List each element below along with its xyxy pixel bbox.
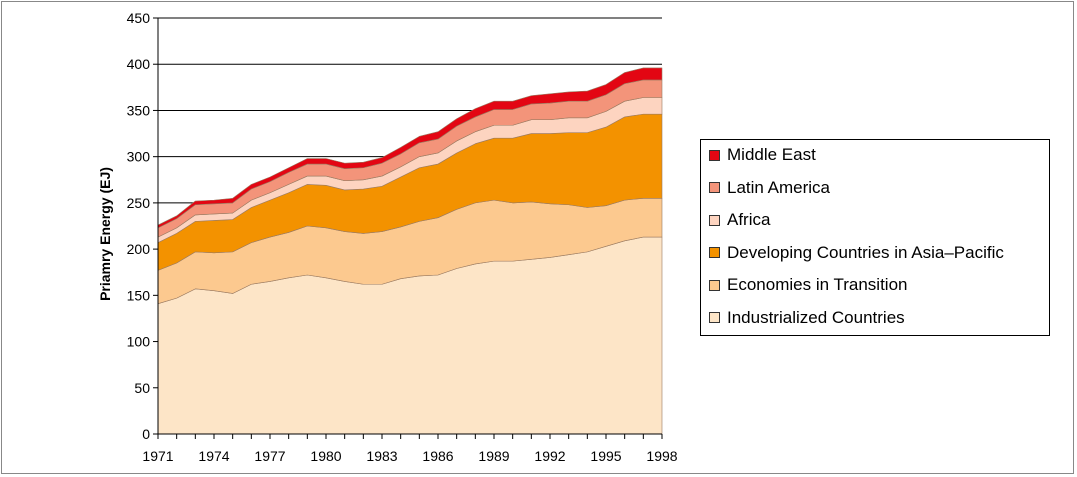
area-series-group xyxy=(157,67,663,435)
y-tick-labels: 0 50 100 150 200 250 300 350 400 450 xyxy=(127,10,151,442)
area-middle-east xyxy=(157,67,663,229)
x-tick-label: 1992 xyxy=(534,448,565,464)
legend-swatch xyxy=(709,182,720,193)
legend-swatch xyxy=(709,214,720,226)
y-tick-label: 150 xyxy=(127,287,151,303)
x-tick-label: 1983 xyxy=(366,448,397,464)
legend-swatch xyxy=(709,247,720,258)
x-tick-label: 1977 xyxy=(254,448,285,464)
x-tick-label: 1986 xyxy=(422,448,453,464)
legend-swatch xyxy=(709,312,720,323)
legend-item: Industrialized Countries xyxy=(709,307,905,329)
legend-label: Developing Countries in Asia–Pacific xyxy=(727,242,1004,262)
x-tick-label: 1974 xyxy=(198,448,229,464)
x-tick-label: 1989 xyxy=(478,448,509,464)
y-axis-title: Priamry Energy (EJ) xyxy=(97,167,113,301)
y-tick-label: 350 xyxy=(127,102,151,118)
y-tick-label: 100 xyxy=(127,334,151,350)
legend-swatch xyxy=(709,279,720,291)
legend-item: Middle East xyxy=(709,144,816,166)
legend-item: Economies in Transition xyxy=(709,274,907,296)
y-tick-label: 400 xyxy=(127,56,151,72)
legend-swatch xyxy=(709,149,720,161)
legend-item: Africa xyxy=(709,209,770,231)
y-tick-label: 300 xyxy=(127,149,151,165)
axes xyxy=(153,17,663,439)
legend-label: Africa xyxy=(727,210,771,229)
x-tick-labels: 1971 1974 1977 1980 1983 1986 1989 1992 1995 1998 xyxy=(142,448,677,464)
x-tick-label: 1998 xyxy=(646,448,677,464)
x-tick-label: 1995 xyxy=(590,448,621,464)
y-tick-label: 0 xyxy=(142,426,150,442)
legend-item: Latin America xyxy=(709,177,830,199)
y-tick-label: 250 xyxy=(127,195,151,211)
legend-label: Economies in Transition xyxy=(727,275,908,294)
legend-label: Industrialized Countries xyxy=(727,307,905,327)
legend-item: Developing Countries in Asia–Pacific xyxy=(709,242,1004,264)
y-tick-label: 200 xyxy=(127,241,151,257)
y-tick-label: 450 xyxy=(127,10,151,26)
legend: Middle East Latin America Africa Developing… xyxy=(700,139,1050,336)
y-tick-label: 50 xyxy=(134,380,150,396)
legend-label: Latin America xyxy=(727,177,830,197)
x-tick-label: 1980 xyxy=(310,448,341,464)
legend-label: Middle East xyxy=(727,145,816,164)
x-tick-label: 1971 xyxy=(142,448,173,464)
